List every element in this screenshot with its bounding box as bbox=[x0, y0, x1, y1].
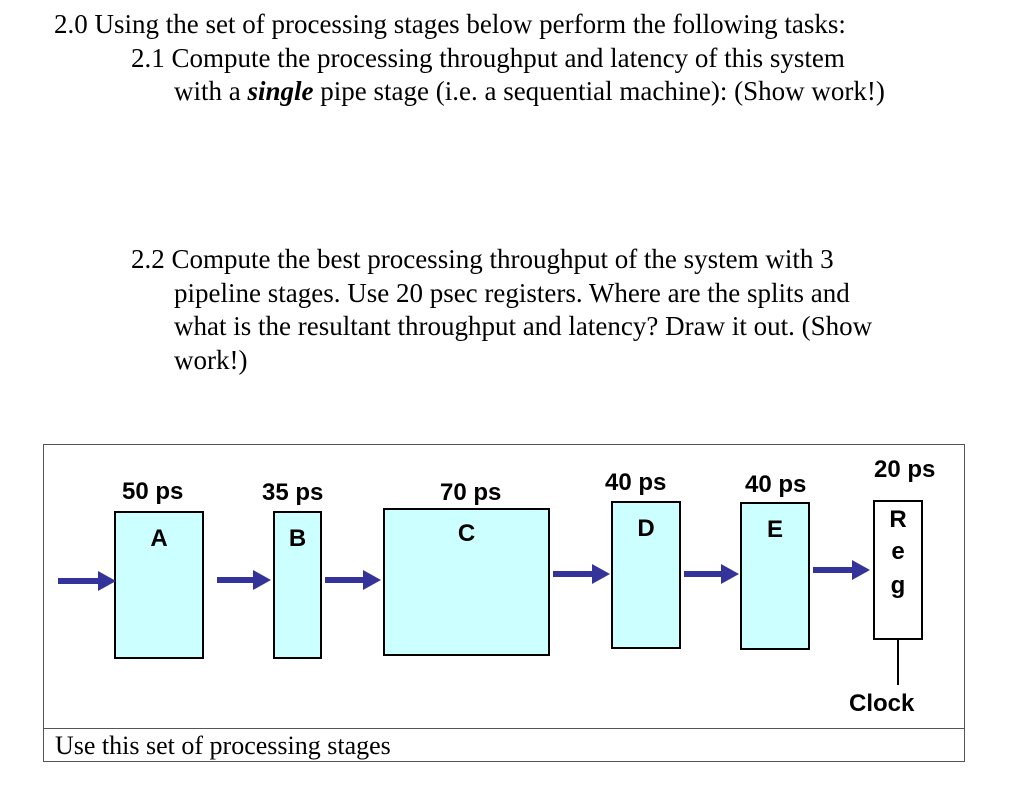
stage-c-delay: 70 ps bbox=[440, 479, 502, 506]
stage-d-delay: 40 ps bbox=[605, 469, 667, 496]
stage-d-box: D bbox=[611, 501, 681, 649]
stage-a-box: A bbox=[114, 511, 204, 659]
stage-a-delay: 50 ps bbox=[122, 478, 184, 505]
task-title: 2.0 Using the set of processing stages b… bbox=[54, 9, 846, 39]
task-2-1-text-pre: with a bbox=[174, 76, 248, 106]
task-2-1-emphasis: single bbox=[247, 76, 314, 106]
task-2-2-line-4: work!) bbox=[174, 345, 248, 375]
stage-e-delay: 40 ps bbox=[745, 471, 807, 498]
register-letter-g: g bbox=[890, 572, 906, 599]
register-letter-r: R bbox=[889, 506, 907, 533]
register-box: R e g bbox=[873, 500, 923, 640]
stage-e-label: E bbox=[766, 516, 783, 543]
stage-b-delay: 35 ps bbox=[262, 479, 324, 506]
stage-d-label: D bbox=[637, 515, 655, 542]
figure-caption: Use this set of processing stages bbox=[55, 731, 391, 760]
task-2-2-line-3: what is the resultant throughput and lat… bbox=[174, 311, 873, 341]
clock-label: Clock bbox=[849, 690, 915, 717]
arrow-c-to-d bbox=[553, 564, 610, 584]
stage-a-label: A bbox=[150, 525, 168, 552]
task-2-1-line-2: with a single pipe stage (i.e. a sequent… bbox=[174, 75, 885, 107]
arrow-d-to-e bbox=[684, 564, 739, 584]
task-2-2-line-1: 2.2 Compute the best processing throughp… bbox=[131, 244, 834, 274]
arrow-a-to-b bbox=[217, 570, 271, 590]
stage-b-label: B bbox=[288, 525, 307, 552]
stage-c-box: C bbox=[383, 508, 550, 656]
pipeline-figure-frame bbox=[43, 444, 965, 762]
input-arrow bbox=[58, 571, 116, 591]
stage-e-box: E bbox=[740, 502, 810, 650]
caption-divider bbox=[43, 728, 965, 729]
register-letter-e: e bbox=[891, 538, 905, 565]
task-2-1-text-post: pipe stage (i.e. a sequential machine): … bbox=[313, 76, 885, 106]
task-2-2-line-2: pipeline stages. Use 20 psec registers. … bbox=[174, 278, 850, 308]
task-2-1-line-1: 2.1 Compute the processing throughput an… bbox=[131, 43, 845, 73]
arrow-e-to-reg bbox=[813, 560, 870, 580]
register-delay: 20 ps bbox=[874, 456, 936, 483]
arrow-b-to-c bbox=[325, 570, 381, 590]
stage-b-box: B bbox=[273, 511, 322, 659]
clock-line bbox=[897, 640, 899, 685]
stage-c-label: C bbox=[457, 520, 476, 547]
